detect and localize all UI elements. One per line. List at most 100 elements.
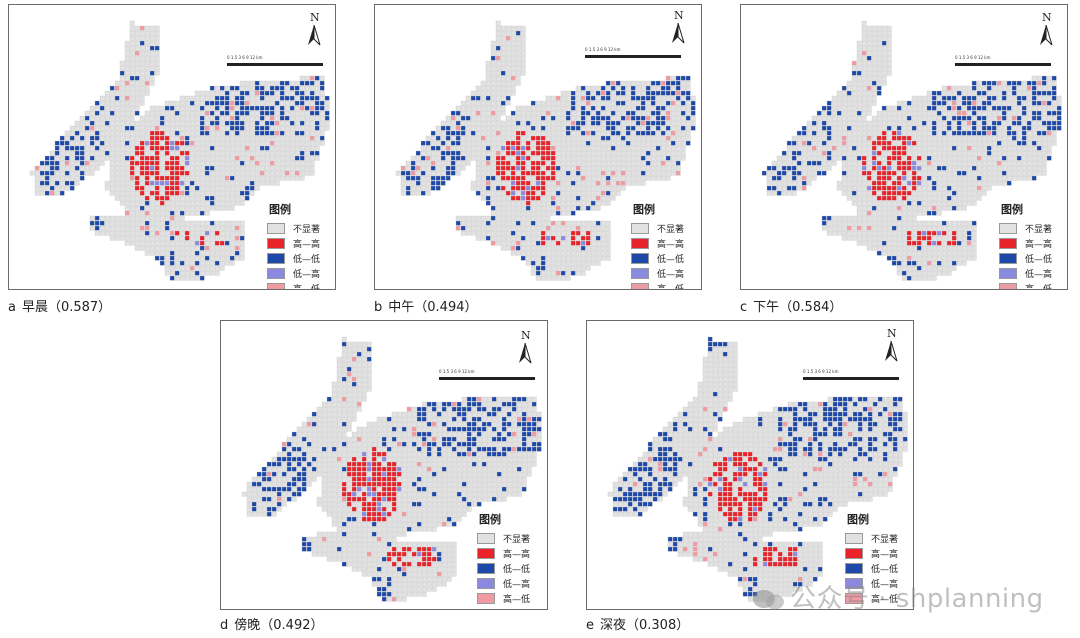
grid-cell <box>931 255 937 261</box>
grid-cell <box>274 105 280 111</box>
grid-cell <box>871 100 877 106</box>
grid-cell <box>159 255 165 261</box>
grid-cell <box>144 240 150 246</box>
grid-cell <box>941 105 947 111</box>
grid-cell <box>254 110 260 116</box>
grid-cell <box>585 100 591 106</box>
grid-cell <box>341 346 347 352</box>
legend: 图例 不显著 高—高 低—低 低—高 高—低 <box>999 201 1052 289</box>
grid-cell <box>149 245 155 251</box>
grid-cell <box>615 85 621 91</box>
grid-cell <box>911 205 917 211</box>
grid-cell <box>841 170 847 176</box>
grid-cell <box>189 175 195 181</box>
grid-cell <box>481 401 487 407</box>
grid-cell <box>1001 105 1007 111</box>
grid-cell <box>264 80 270 86</box>
grid-cell <box>396 426 402 432</box>
grid-cell <box>460 165 466 171</box>
grid-cell <box>931 245 937 251</box>
grid-cell <box>971 165 977 171</box>
grid-cell <box>956 250 962 256</box>
grid-cell <box>605 130 611 136</box>
grid-cell <box>229 185 235 191</box>
grid-cell <box>480 175 486 181</box>
grid-cell <box>465 225 471 231</box>
grid-cell <box>680 135 686 141</box>
grid-cell <box>540 270 546 276</box>
grid-cell <box>134 100 140 106</box>
grid-cell <box>901 200 907 206</box>
grid-cell <box>475 145 481 151</box>
grid-cell <box>1031 95 1037 101</box>
grid-cell <box>169 240 175 246</box>
grid-cell <box>249 110 255 116</box>
grid-cell <box>560 175 566 181</box>
grid-cell <box>204 145 210 151</box>
grid-cell <box>471 421 477 427</box>
grid-cell <box>530 270 536 276</box>
grid-cell <box>510 245 516 251</box>
grid-cell <box>124 200 130 206</box>
grid-cell <box>149 215 155 221</box>
grid-cell <box>471 406 477 412</box>
grid-cell <box>415 185 421 191</box>
grid-cell <box>74 160 80 166</box>
grid-cell <box>289 90 295 96</box>
grid-cell <box>926 90 932 96</box>
grid-cell <box>139 165 145 171</box>
grid-cell <box>906 205 912 211</box>
grid-cell <box>876 180 882 186</box>
grid-cell <box>675 155 681 161</box>
grid-cell <box>585 230 591 236</box>
grid-cell <box>851 125 857 131</box>
grid-cell <box>856 130 862 136</box>
grid-cell <box>951 105 957 111</box>
grid-cell <box>881 165 887 171</box>
grid-cell <box>490 105 496 111</box>
grid-cell <box>560 90 566 96</box>
grid-cell <box>346 406 352 412</box>
grid-cell <box>229 95 235 101</box>
grid-cell <box>485 145 491 151</box>
grid-cell <box>124 110 130 116</box>
grid-cell <box>495 105 501 111</box>
grid-cell <box>144 25 150 31</box>
grid-cell <box>881 245 887 251</box>
grid-cell <box>926 110 932 116</box>
grid-cell <box>966 155 972 161</box>
grid-cell <box>555 145 561 151</box>
grid-cell <box>124 235 130 241</box>
grid-cell <box>159 260 165 266</box>
grid-cell <box>786 185 792 191</box>
grid-cell <box>301 421 307 427</box>
grid-cell <box>831 155 837 161</box>
grid-cell <box>104 180 110 186</box>
grid-cell <box>901 225 907 231</box>
grid-cell <box>289 140 295 146</box>
grid-cell <box>991 140 997 146</box>
grid-cell <box>525 160 531 166</box>
grid-cell <box>901 185 907 191</box>
grid-cell <box>229 100 235 106</box>
grid-cell <box>1051 140 1057 146</box>
grid-cell <box>866 110 872 116</box>
grid-cell <box>861 235 867 241</box>
grid-cell <box>109 165 115 171</box>
grid-cell <box>485 170 491 176</box>
grid-cell <box>841 160 847 166</box>
grid-cell <box>881 180 887 186</box>
grid-cell <box>851 200 857 206</box>
grid-cell <box>284 135 290 141</box>
grid-cell <box>550 230 556 236</box>
grid-cell <box>841 220 847 226</box>
grid-cell <box>249 130 255 136</box>
grid-cell <box>144 145 150 151</box>
grid-cell <box>304 145 310 151</box>
grid-cell <box>521 411 527 417</box>
grid-cell <box>440 170 446 176</box>
grid-cell <box>495 180 501 186</box>
grid-cell <box>475 110 481 116</box>
grid-cell <box>580 200 586 206</box>
grid-cell <box>776 160 782 166</box>
